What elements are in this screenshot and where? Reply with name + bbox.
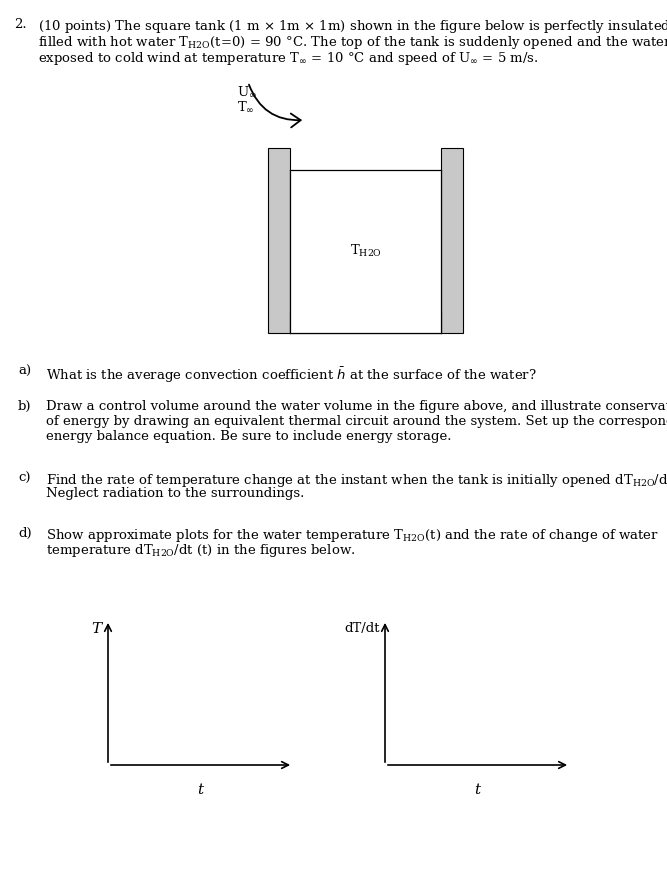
Text: Find the rate of temperature change at the instant when the tank is initially op: Find the rate of temperature change at t…	[46, 472, 667, 489]
Text: Neglect radiation to the surroundings.: Neglect radiation to the surroundings.	[46, 487, 304, 500]
Text: T$_{\mathregular{H2O}}$: T$_{\mathregular{H2O}}$	[350, 243, 382, 259]
Text: 2.: 2.	[14, 18, 27, 31]
Text: t: t	[197, 783, 203, 797]
Bar	[290, 170, 441, 333]
Text: d): d)	[18, 527, 31, 540]
Text: T: T	[91, 622, 101, 636]
Text: What is the average convection coefficient $\bar{h}$ at the surface of the water: What is the average convection coefficie…	[46, 365, 537, 385]
Text: t: t	[474, 783, 480, 797]
Text: exposed to cold wind at temperature T$_\infty$ = 10 °C and speed of U$_\infty$ =: exposed to cold wind at temperature T$_\…	[38, 50, 538, 67]
Text: energy balance equation. Be sure to include energy storage.: energy balance equation. Be sure to incl…	[46, 430, 452, 443]
Text: Show approximate plots for the water temperature T$_{\mathregular{H2O}}$(t) and : Show approximate plots for the water tem…	[46, 527, 659, 544]
Text: temperature dT$_{\mathregular{H2O}}$/dt (t) in the figures below.: temperature dT$_{\mathregular{H2O}}$/dt …	[46, 542, 356, 559]
Text: c): c)	[18, 472, 31, 485]
Bar	[268, 148, 290, 333]
Text: b): b)	[18, 400, 31, 413]
Text: Draw a control volume around the water volume in the figure above, and illustrat: Draw a control volume around the water v…	[46, 400, 667, 413]
Bar	[441, 148, 463, 333]
Text: filled with hot water T$_{\mathregular{H2O}}$(t=0) = 90 °C. The top of the tank : filled with hot water T$_{\mathregular{H…	[38, 34, 667, 51]
Text: a): a)	[18, 365, 31, 378]
Text: dT/dt: dT/dt	[344, 622, 380, 635]
Text: of energy by drawing an equivalent thermal circuit around the system. Set up the: of energy by drawing an equivalent therm…	[46, 415, 667, 428]
Bar	[290, 311, 441, 333]
Text: U$_\infty$: U$_\infty$	[237, 85, 257, 99]
Text: T$_\infty$: T$_\infty$	[237, 100, 255, 114]
FancyArrowPatch shape	[249, 84, 301, 128]
Text: (10 points) The square tank (1 m $\times$ 1m $\times$ 1m) shown in the figure be: (10 points) The square tank (1 m $\times…	[38, 18, 667, 35]
